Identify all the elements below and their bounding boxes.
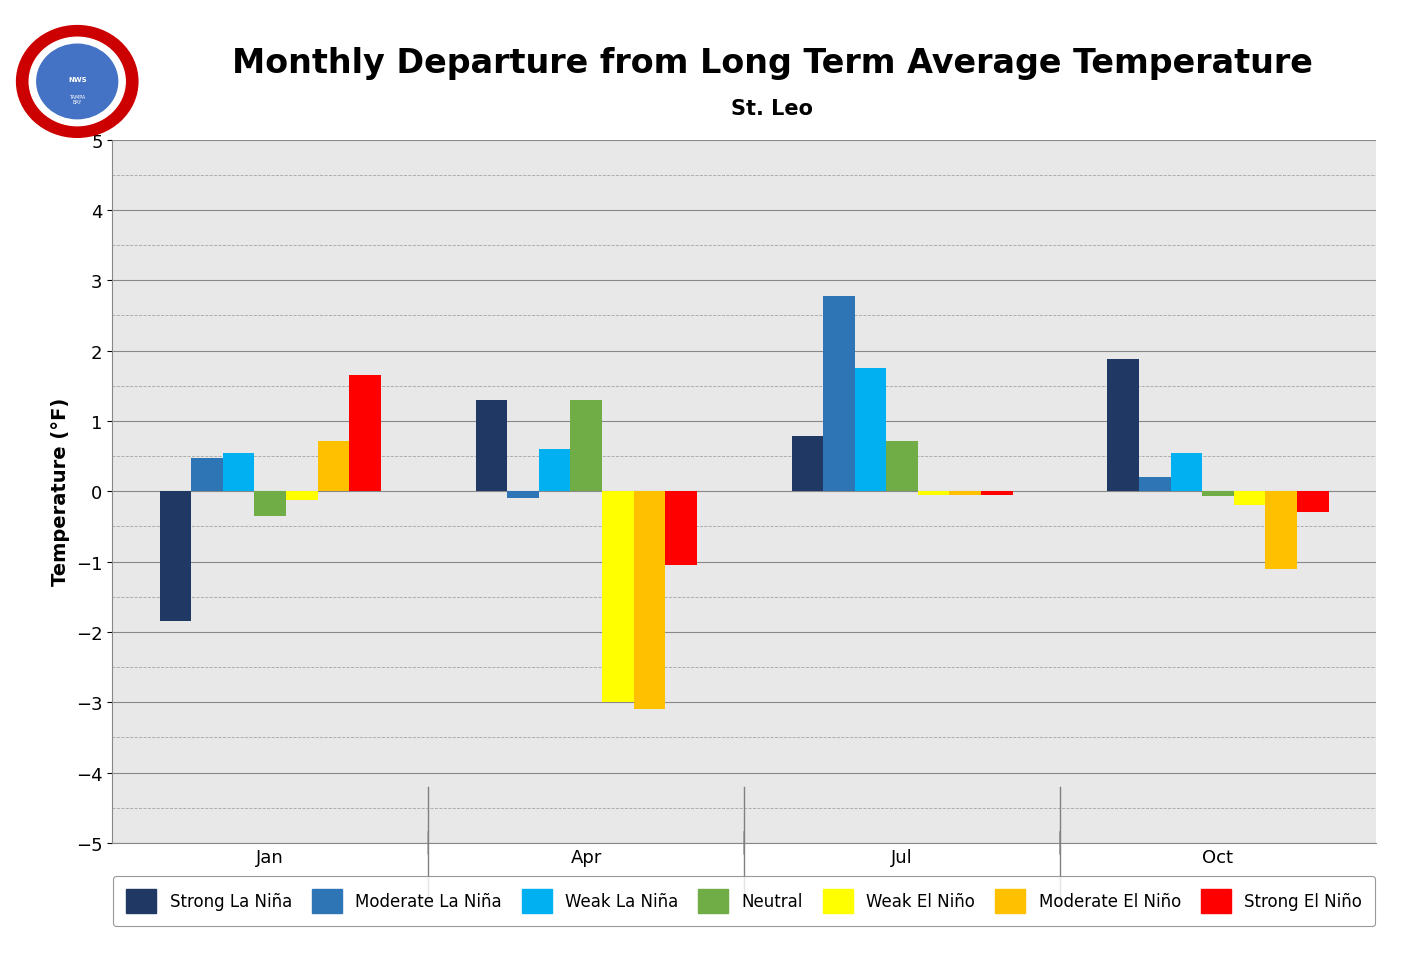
Text: TAMPA
BAY: TAMPA BAY [69,94,86,106]
Bar [602,492,633,703]
Bar [191,458,223,492]
Bar [886,441,918,492]
Text: St. Leo: St. Leo [731,99,813,118]
Circle shape [37,46,118,119]
Bar [507,492,539,499]
Bar [570,400,602,492]
Text: Monthly Departure from Long Term Average Temperature: Monthly Departure from Long Term Average… [232,47,1313,79]
Bar [918,492,949,495]
Bar [350,376,380,492]
Bar [1202,492,1234,497]
Bar [1234,492,1265,506]
Bar [949,492,981,495]
Bar [633,492,665,709]
Bar [317,441,350,492]
Legend: Strong La Niña, Moderate La Niña, Weak La Niña, Neutral, Weak El Niño, Moderate : Strong La Niña, Moderate La Niña, Weak L… [112,876,1376,926]
Bar [1265,492,1297,569]
Bar [1171,453,1202,492]
Bar [792,437,823,492]
Bar [286,492,317,500]
Bar [160,492,191,622]
Bar [476,400,507,492]
Bar [254,492,286,516]
Text: NWS: NWS [67,78,87,83]
Circle shape [29,38,125,127]
Bar [823,297,855,492]
Y-axis label: Temperature (°F): Temperature (°F) [52,397,70,586]
Bar [223,453,254,492]
Bar [1108,359,1139,492]
Bar [1297,492,1328,513]
Bar [1139,478,1171,492]
Bar [981,492,1012,495]
Circle shape [17,26,138,139]
Bar [539,450,570,492]
Bar [855,369,886,492]
Bar [665,492,696,566]
